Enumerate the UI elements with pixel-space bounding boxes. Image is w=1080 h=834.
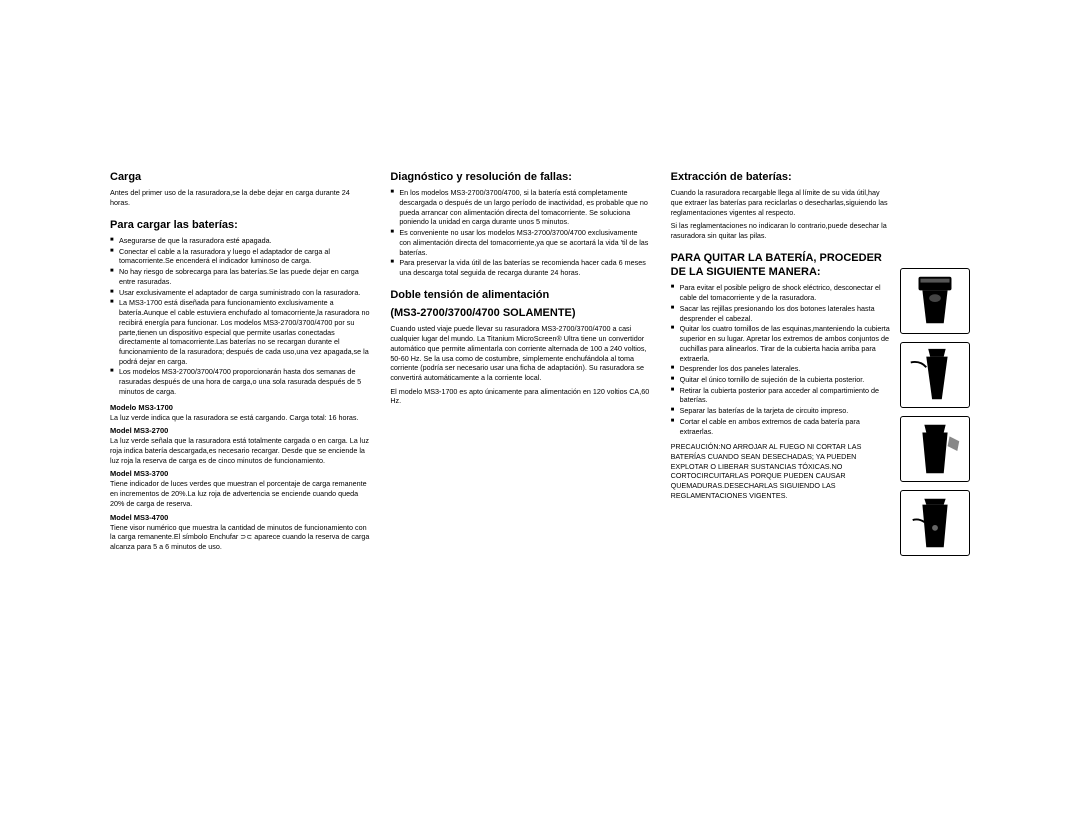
model-2700-text: La luz verde señala que la rasuradora es… <box>110 436 370 465</box>
shaver-image-2 <box>900 342 970 408</box>
precaucion-text: PRECAUCIÓN:NO ARROJAR AL FUEGO NI CORTAR… <box>671 442 890 500</box>
extraccion-text: Cuando la rasuradora recargable llega al… <box>671 188 890 217</box>
list-item: Conectar el cable a la rasuradora y lueg… <box>110 247 370 266</box>
dual-voltage-text: Cuando usted viaje puede llevar su rasur… <box>390 324 650 382</box>
list-item: Quitar el único tornillo de sujeción de … <box>671 375 890 385</box>
para-cargar-title: Para cargar las baterías: <box>110 218 370 232</box>
instruction-images <box>900 268 970 556</box>
carga-intro: Antes del primer uso de la rasuradora,se… <box>110 188 370 207</box>
diagnostico-title: Diagnóstico y resolución de fallas: <box>390 170 650 184</box>
dual-voltage-title2: (MS3-2700/3700/4700 SOLAMENTE) <box>390 306 650 320</box>
list-item: Sacar las rejillas presionando los dos b… <box>671 304 890 323</box>
quitar-bateria-title: PARA QUITAR LA BATERÍA, PROCEDER DE LA S… <box>671 251 890 280</box>
column-extraccion: Extracción de baterías: Cuando la rasura… <box>671 170 970 554</box>
extraccion-note: Si las reglamentaciones no indicaran lo … <box>671 221 890 240</box>
model-4700-label: Model MS3-4700 <box>110 513 370 522</box>
quitar-bateria-list: Para evitar el posible peligro de shock … <box>671 283 890 436</box>
model-1700-label: Modelo MS3-1700 <box>110 403 370 412</box>
list-item: Es conveniente no usar los modelos MS3-2… <box>390 228 650 257</box>
list-item: Usar exclusivamente el adaptador de carg… <box>110 288 370 298</box>
model-1700-text: La luz verde indica que la rasuradora se… <box>110 413 370 423</box>
list-item: Separar las baterías de la tarjeta de ci… <box>671 406 890 416</box>
model-2700-label: Model MS3-2700 <box>110 426 370 435</box>
list-item: Cortar el cable en ambos extremos de cad… <box>671 417 890 436</box>
diagnostico-list: En los modelos MS3-2700/3700/4700, si la… <box>390 188 650 277</box>
list-item: Quitar los cuatro tornillos de las esqui… <box>671 324 890 363</box>
shaver-image-1 <box>900 268 970 334</box>
list-item: Para evitar el posible peligro de shock … <box>671 283 890 302</box>
extraccion-title: Extracción de baterías: <box>671 170 890 184</box>
list-item: Para preservar la vida útil de las bater… <box>390 258 650 277</box>
column-diagnostico: Diagnóstico y resolución de fallas: En l… <box>390 170 650 554</box>
model-4700-text: Tiene visor numérico que muestra la cant… <box>110 523 370 552</box>
para-cargar-list: Asegurarse de que la rasuradora esté apa… <box>110 236 370 397</box>
list-item: Retirar la cubierta posterior para acced… <box>671 386 890 405</box>
list-item: En los modelos MS3-2700/3700/4700, si la… <box>390 188 650 227</box>
dual-voltage-title1: Doble tensión de alimentación <box>390 288 650 302</box>
list-item: Asegurarse de que la rasuradora esté apa… <box>110 236 370 246</box>
list-item: Desprender los dos paneles laterales. <box>671 364 890 374</box>
carga-title: Carga <box>110 170 370 184</box>
list-item: No hay riesgo de sobrecarga para las bat… <box>110 267 370 286</box>
list-item: La MS3-1700 está diseñada para funcionam… <box>110 298 370 366</box>
model-3700-label: Model MS3-3700 <box>110 469 370 478</box>
model-3700-text: Tiene indicador de luces verdes que mues… <box>110 479 370 508</box>
dual-voltage-note: El modelo MS3-1700 es apto únicamente pa… <box>390 387 650 406</box>
column-carga: Carga Antes del primer uso de la rasurad… <box>110 170 370 554</box>
shaver-image-3 <box>900 416 970 482</box>
list-item: Los modelos MS3-2700/3700/4700 proporcio… <box>110 367 370 396</box>
shaver-image-4 <box>900 490 970 556</box>
